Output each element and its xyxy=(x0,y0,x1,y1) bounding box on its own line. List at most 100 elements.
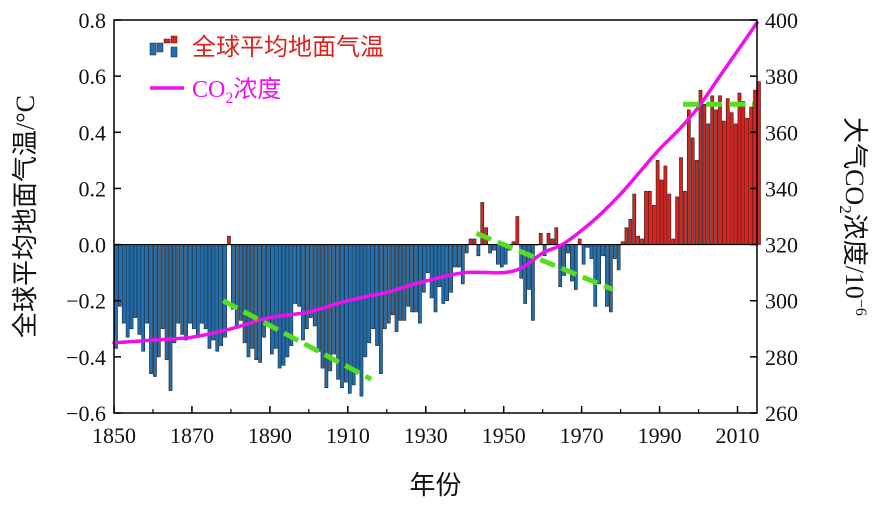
temperature-bar-1885 xyxy=(250,244,255,349)
temperature-bar-1946 xyxy=(488,244,492,254)
temperature-bar-1975 xyxy=(601,244,605,257)
temperature-bar-1859 xyxy=(149,244,153,375)
temperature-bar-1943 xyxy=(476,244,481,257)
temperature-bar-1995 xyxy=(679,157,683,245)
temperature-bar-1987 xyxy=(647,190,652,245)
temperature-bar-1933 xyxy=(437,244,442,287)
temperature-bar-1882 xyxy=(238,244,243,321)
y-left-tick-label: −0.2 xyxy=(66,289,106,314)
temperature-bar-1891 xyxy=(273,244,278,349)
temperature-bar-2001 xyxy=(702,103,707,245)
temperature-bar-1889 xyxy=(266,244,270,324)
temperature-bar-1969 xyxy=(577,238,582,245)
temperature-bar-1851 xyxy=(118,244,122,307)
x-tick-label: 1910 xyxy=(326,423,370,448)
y-right-tick-label: 260 xyxy=(765,401,798,426)
temperature-bar-1926 xyxy=(410,244,414,313)
temperature-bar-2013 xyxy=(749,106,754,245)
y-right-axis-title: 大气CO2浓度/10−6 xyxy=(836,117,869,316)
temperature-bar-1879 xyxy=(227,235,231,245)
temperature-bar-2008 xyxy=(729,112,734,245)
temperature-bar-1887 xyxy=(258,244,262,363)
x-tick-label: 2010 xyxy=(716,423,760,448)
temperature-bar-1896 xyxy=(293,244,298,304)
temperature-bar-1956 xyxy=(527,244,531,290)
temperature-bar-1992 xyxy=(667,193,672,245)
temperature-bar-1916 xyxy=(371,244,376,330)
legend: 全球平均地面气温 CO2浓度 xyxy=(149,34,384,107)
temperature-bar-1914 xyxy=(363,244,368,358)
y-right-tick-label: 300 xyxy=(765,289,798,314)
y-right-tick-label: 360 xyxy=(765,120,798,145)
temperature-bar-1939 xyxy=(460,244,465,285)
temperature-bar-1899 xyxy=(305,244,309,330)
temperature-bar-1862 xyxy=(160,244,165,330)
temperature-bar-1931 xyxy=(429,244,434,299)
temperature-bar-1873 xyxy=(203,244,208,330)
temperature-bar-1912 xyxy=(355,244,360,372)
temperature-bar-1948 xyxy=(495,244,500,265)
temperature-bar-1929 xyxy=(421,244,426,293)
temperature-bar-1906 xyxy=(332,244,337,355)
y-left-tick-label: 0.0 xyxy=(79,233,107,258)
y-right-tick-label: 400 xyxy=(765,8,798,33)
temperature-bar-1883 xyxy=(242,244,247,344)
temperature-bar-1927 xyxy=(414,244,418,313)
temperature-bar-1937 xyxy=(453,244,457,268)
temperature-bar-2009 xyxy=(733,123,738,245)
temperature-bar-1949 xyxy=(499,244,504,268)
temperature-bar-1913 xyxy=(359,244,364,397)
temperature-bar-1997 xyxy=(686,109,691,245)
temperature-bar-1915 xyxy=(367,244,372,344)
temperature-bar-1961 xyxy=(546,233,551,245)
temperature-bar-1984 xyxy=(636,235,640,245)
temperature-bar-1993 xyxy=(671,238,676,245)
temperature-bar-1925 xyxy=(406,244,411,307)
temperature-bar-1919 xyxy=(382,244,387,330)
temperature-bar-1856 xyxy=(137,244,142,335)
x-tick-label: 1850 xyxy=(92,423,136,448)
y-left-tick-label: 0.6 xyxy=(79,64,107,89)
trend-line-2 xyxy=(475,230,614,292)
temperature-bar-1924 xyxy=(402,244,407,321)
y-right-tick-label: 280 xyxy=(765,345,798,370)
temperature-bar-1853 xyxy=(125,244,130,338)
temperature-bar-1890 xyxy=(269,244,274,355)
x-axis-title: 年份 xyxy=(409,471,461,500)
y-left-tick-label: 0.2 xyxy=(79,176,107,201)
temperature-bar-1857 xyxy=(141,244,146,352)
co2-line-layer xyxy=(112,21,759,345)
temperature-bar-1981 xyxy=(624,227,629,245)
temperature-bar-1959 xyxy=(538,233,543,245)
temperature-bar-1923 xyxy=(398,244,403,321)
temperature-bar-1863 xyxy=(164,244,169,360)
temperature-bar-1976 xyxy=(605,244,609,307)
temperature-bar-1964 xyxy=(558,244,563,287)
legend-swatch-negative xyxy=(170,46,178,58)
temperature-bar-2003 xyxy=(710,95,715,245)
temperature-bar-1904 xyxy=(324,244,329,389)
temperature-bar-1855 xyxy=(133,244,138,318)
temperature-bar-1894 xyxy=(285,244,290,358)
y-left-tick-label: −0.6 xyxy=(66,401,106,426)
temperature-bar-2002 xyxy=(706,123,711,245)
temperature-bar-1866 xyxy=(176,244,181,324)
temperature-bar-2004 xyxy=(714,109,718,245)
co2-concentration-line xyxy=(112,21,759,345)
temperature-bar-1947 xyxy=(492,244,496,251)
x-tick-label: 1930 xyxy=(404,423,448,448)
trend-lines-layer xyxy=(221,101,754,382)
temperature-bar-1921 xyxy=(390,244,395,316)
temperature-bar-1935 xyxy=(445,244,450,302)
legend-swatch-positive xyxy=(170,35,178,44)
temperature-bar-1884 xyxy=(246,244,251,358)
y-right-tick-label: 380 xyxy=(765,64,798,89)
temperature-bar-1953 xyxy=(515,216,520,245)
temperature-bar-2014 xyxy=(753,89,757,245)
temperature-bar-1918 xyxy=(379,244,383,375)
temperature-bar-2012 xyxy=(745,117,750,245)
temperature-bar-2006 xyxy=(722,120,726,245)
x-tick-label: 1970 xyxy=(560,423,604,448)
